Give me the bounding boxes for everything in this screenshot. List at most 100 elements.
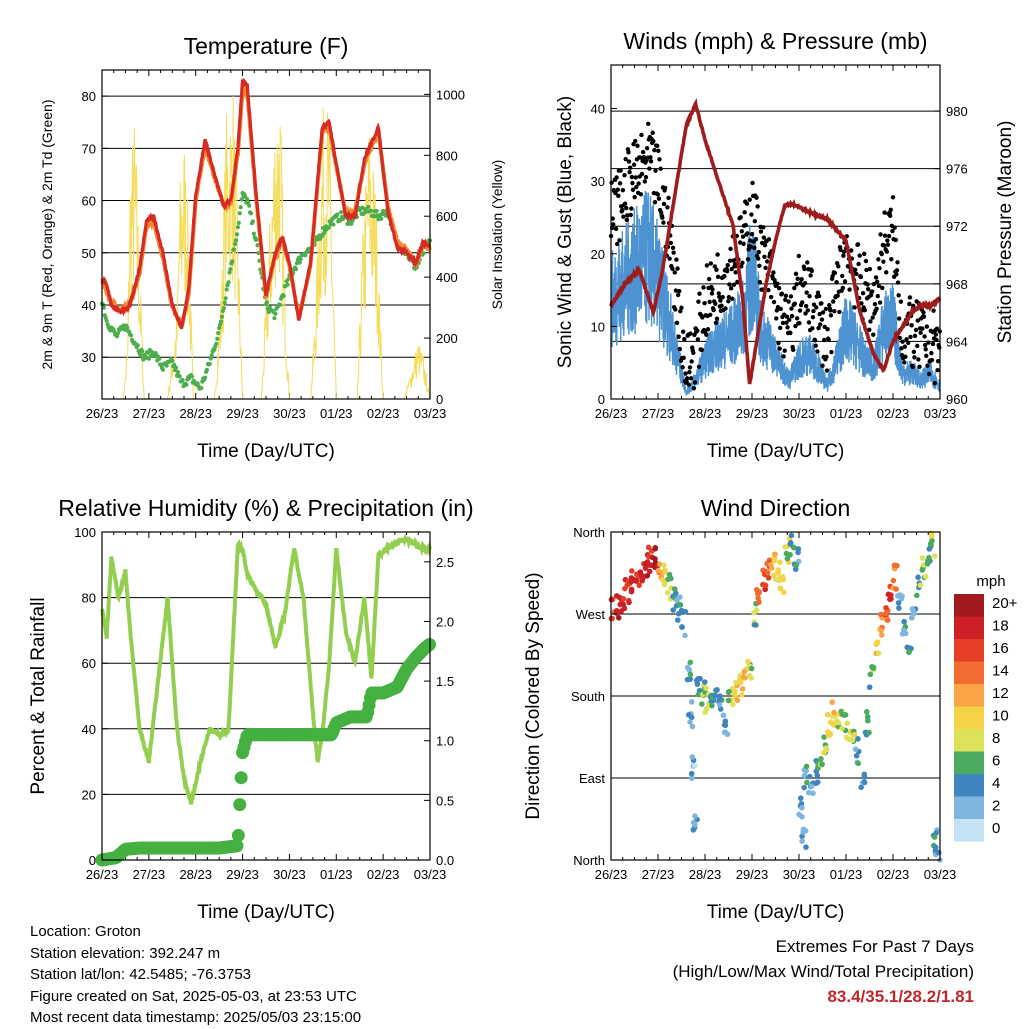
- direction-point: [829, 720, 835, 727]
- gust-point: [680, 365, 685, 370]
- gust-point: [841, 249, 847, 255]
- gust-point: [820, 310, 826, 315]
- legend-swatch: [954, 661, 984, 684]
- y-axis-label: Sonic Wind & Gust (Blue, Black): [555, 96, 576, 368]
- dewpoint-point: [222, 300, 227, 305]
- gust-point: [708, 312, 713, 317]
- gust-point: [834, 279, 839, 285]
- direction-point: [784, 555, 791, 562]
- gust-point: [677, 346, 683, 352]
- direction-point: [894, 593, 901, 599]
- gust-point: [771, 299, 777, 305]
- gust-point: [635, 143, 640, 148]
- direction-point: [864, 714, 871, 720]
- station-location: Location: Groton: [30, 923, 141, 940]
- gust-point: [865, 282, 870, 287]
- legend-label: 18: [992, 618, 1009, 635]
- gust-point: [913, 327, 919, 333]
- gust-point: [809, 268, 814, 274]
- direction-point: [748, 665, 755, 672]
- gust-point: [675, 292, 681, 298]
- direction-point: [869, 664, 875, 670]
- gust-point: [895, 260, 900, 265]
- gust-point: [876, 257, 881, 262]
- x-tick-label: 28/23: [689, 406, 722, 421]
- direction-point: [835, 719, 842, 726]
- direction-point: [731, 691, 738, 697]
- gust-point: [895, 280, 901, 285]
- gust-point: [881, 243, 887, 248]
- gust-point: [874, 306, 879, 311]
- gust-point: [797, 308, 803, 313]
- gust-point: [653, 168, 658, 173]
- gust-point: [795, 276, 800, 281]
- gust-point: [642, 179, 648, 184]
- gust-point: [893, 237, 899, 243]
- direction-point: [734, 697, 741, 704]
- gust-point: [885, 242, 891, 247]
- direction-point: [803, 844, 809, 850]
- gust-point: [640, 149, 646, 155]
- gust-point: [701, 285, 706, 290]
- direction-point: [839, 725, 845, 732]
- direction-point: [922, 573, 929, 580]
- y-axis-label: Direction (Colored By Speed): [523, 572, 544, 819]
- x-tick-label: 02/23: [877, 406, 910, 421]
- gust-point: [688, 331, 693, 336]
- x-axis-label: Time (Day/UTC): [707, 902, 845, 923]
- y-tick-label: 80: [82, 89, 96, 104]
- legend-swatch: [954, 751, 984, 774]
- direction-point: [896, 605, 902, 611]
- gust-point: [811, 308, 816, 314]
- gust-point: [748, 238, 753, 243]
- dewpoint-point: [285, 282, 290, 287]
- direction-point: [883, 605, 889, 611]
- gust-point: [778, 325, 783, 331]
- gust-point: [620, 207, 625, 213]
- dewpoint-point: [238, 205, 243, 210]
- direction-point: [874, 639, 881, 645]
- gust-point: [729, 266, 734, 272]
- gust-point: [793, 271, 799, 276]
- gust-point: [726, 294, 732, 300]
- gust-point: [868, 319, 873, 324]
- dewpoint-point: [128, 333, 134, 338]
- gust-point: [917, 364, 922, 369]
- gust-point: [786, 299, 791, 304]
- legend-swatch: [954, 706, 984, 729]
- gust-point: [648, 155, 653, 160]
- direction-point: [919, 567, 926, 573]
- gust-point: [671, 250, 676, 255]
- direction-point: [659, 577, 666, 583]
- gust-point: [903, 354, 908, 359]
- gust-point: [862, 251, 867, 257]
- gust-point: [810, 326, 815, 331]
- precip-point: [230, 839, 244, 853]
- legend-label: 10: [992, 708, 1009, 725]
- gust-point: [900, 339, 905, 344]
- gust-point: [855, 242, 861, 247]
- gust-point: [858, 274, 864, 280]
- direction-point: [688, 775, 695, 782]
- dewpoint-point: [298, 256, 303, 262]
- direction-point: [628, 588, 635, 595]
- y-tick-label: 20: [591, 247, 605, 262]
- gust-point: [688, 376, 694, 381]
- gust-point: [740, 234, 746, 239]
- direction-point: [629, 568, 635, 574]
- gust-point: [627, 169, 632, 175]
- gust-point: [622, 173, 627, 178]
- gust-point: [700, 315, 705, 320]
- gust-point: [925, 363, 930, 368]
- dewpoint-point: [281, 293, 286, 299]
- dewpoint-point: [164, 363, 169, 368]
- direction-point: [682, 608, 689, 615]
- dewpoint-point: [233, 238, 239, 243]
- gust-point: [884, 249, 889, 254]
- gust-point: [890, 195, 896, 200]
- dewpoint-point: [247, 203, 252, 208]
- gust-point: [888, 207, 893, 213]
- dewpoint-point: [177, 374, 182, 379]
- gust-point: [794, 282, 799, 287]
- dewpoint-point: [232, 247, 237, 252]
